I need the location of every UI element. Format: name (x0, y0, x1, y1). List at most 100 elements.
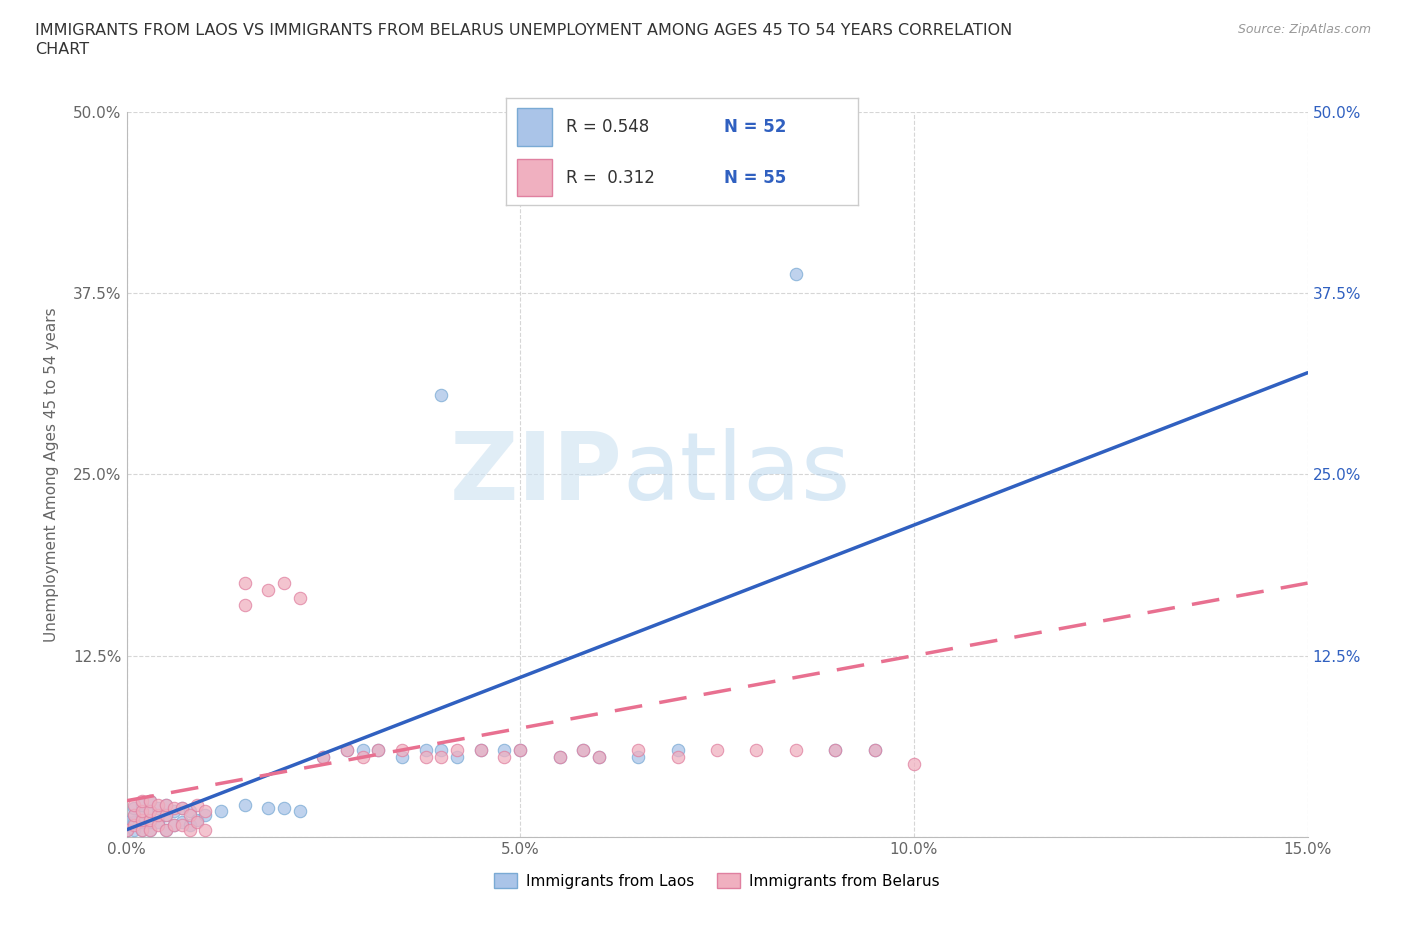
Point (139, 804, 162, 818)
Point (163, 804, 186, 818)
Point (155, 822, 177, 837)
Text: CHART: CHART (35, 42, 89, 57)
FancyBboxPatch shape (517, 109, 551, 146)
Point (548, 750, 571, 764)
Point (124, 808, 146, 823)
Point (430, 742, 453, 757)
Point (115, 822, 138, 837)
Point (163, 801, 186, 816)
Point (588, 750, 610, 764)
Point (470, 742, 492, 757)
Point (179, 804, 201, 818)
Point (209, 804, 232, 818)
Point (257, 801, 280, 816)
Point (391, 742, 413, 757)
FancyBboxPatch shape (517, 159, 551, 196)
Point (131, 822, 153, 837)
Text: Source: ZipAtlas.com: Source: ZipAtlas.com (1237, 23, 1371, 36)
Point (257, 583, 280, 598)
Point (494, 742, 516, 757)
Point (139, 793, 162, 808)
Point (233, 597, 256, 612)
Point (155, 798, 177, 813)
Point (863, 742, 886, 757)
Point (288, 804, 311, 818)
Point (131, 793, 153, 808)
Point (336, 742, 359, 757)
Point (124, 822, 146, 837)
Point (430, 750, 453, 764)
Point (163, 818, 186, 833)
Point (312, 750, 335, 764)
Point (785, 742, 807, 757)
Point (824, 742, 846, 757)
Point (124, 798, 146, 813)
Point (288, 591, 311, 605)
Point (627, 750, 650, 764)
Point (367, 742, 389, 757)
Point (572, 742, 595, 757)
Point (415, 742, 437, 757)
Point (745, 742, 768, 757)
Point (186, 815, 208, 830)
Point (312, 750, 335, 764)
Point (139, 822, 162, 837)
Point (146, 815, 169, 830)
Point (336, 742, 359, 757)
Point (170, 815, 193, 830)
Text: R = 0.548: R = 0.548 (565, 118, 650, 136)
Point (170, 818, 193, 833)
Y-axis label: Unemployment Among Ages 45 to 54 years: Unemployment Among Ages 45 to 54 years (45, 307, 59, 642)
Point (163, 818, 186, 833)
Point (115, 815, 138, 830)
Point (186, 798, 208, 813)
Point (509, 742, 531, 757)
Point (352, 750, 374, 764)
Point (446, 742, 468, 757)
Point (179, 808, 201, 823)
Point (115, 822, 138, 837)
Point (146, 818, 169, 833)
Point (139, 804, 162, 818)
Point (863, 742, 886, 757)
Point (494, 750, 516, 764)
Point (139, 793, 162, 808)
Point (233, 576, 256, 591)
Point (186, 812, 208, 827)
Point (352, 742, 374, 757)
Point (155, 808, 177, 823)
Point (179, 818, 201, 833)
Point (194, 804, 217, 818)
Point (588, 750, 610, 764)
Text: N = 52: N = 52 (724, 118, 786, 136)
Point (446, 750, 468, 764)
Point (548, 750, 571, 764)
Text: R =  0.312: R = 0.312 (565, 169, 655, 188)
Point (785, 267, 807, 282)
Point (124, 818, 146, 833)
Point (627, 742, 650, 757)
Point (509, 742, 531, 757)
Point (824, 742, 846, 757)
Legend: Immigrants from Laos, Immigrants from Belarus: Immigrants from Laos, Immigrants from Be… (488, 867, 946, 895)
Point (903, 757, 925, 772)
Point (415, 750, 437, 764)
Point (470, 742, 492, 757)
Point (179, 822, 201, 837)
Point (155, 808, 177, 823)
Text: atlas: atlas (623, 429, 851, 520)
Text: ZIP: ZIP (450, 429, 623, 520)
Point (273, 801, 295, 816)
Point (131, 815, 153, 830)
Point (367, 742, 389, 757)
Point (155, 798, 177, 813)
Point (124, 808, 146, 823)
Point (666, 742, 689, 757)
Point (131, 808, 153, 823)
Point (139, 815, 162, 830)
Point (194, 808, 217, 823)
Point (572, 742, 595, 757)
Point (131, 812, 153, 827)
Point (194, 822, 217, 837)
Text: IMMIGRANTS FROM LAOS VS IMMIGRANTS FROM BELARUS UNEMPLOYMENT AMONG AGES 45 TO 54: IMMIGRANTS FROM LAOS VS IMMIGRANTS FROM … (35, 23, 1012, 38)
